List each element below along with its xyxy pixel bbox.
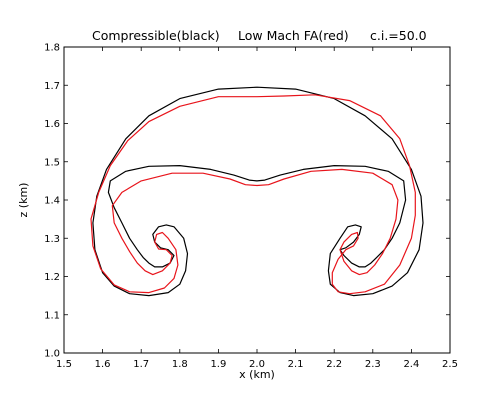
title-low-mach: Low Mach FA(red) bbox=[238, 28, 349, 43]
x-tick-label: 2.1 bbox=[288, 359, 304, 370]
series-line-low-mach-fa bbox=[90, 94, 416, 295]
y-tick-label: 1.4 bbox=[44, 196, 60, 207]
x-tick-label: 1.8 bbox=[172, 359, 188, 370]
y-tick-label: 1.5 bbox=[44, 157, 60, 168]
x-axis-label: x (km) bbox=[239, 368, 275, 381]
y-tick-label: 1.1 bbox=[44, 310, 60, 321]
title-contour-interval: c.i.=50.0 bbox=[370, 28, 427, 43]
y-tick-label: 1.3 bbox=[44, 234, 60, 245]
y-tick-label: 1.2 bbox=[44, 272, 60, 283]
chart-title: Compressible(black) Low Mach FA(red) c.i… bbox=[92, 28, 427, 43]
x-tick-label: 2.0 bbox=[249, 359, 265, 370]
x-tick-label: 2.2 bbox=[326, 359, 342, 370]
y-tick-label: 1.0 bbox=[44, 349, 60, 360]
y-tick-label: 1.8 bbox=[44, 43, 60, 54]
y-ticks: 1.0 1.1 1.2 1.3 1.4 1.5 1.6 1.7 1.8 bbox=[44, 43, 450, 360]
x-tick-label: 2.3 bbox=[365, 359, 381, 370]
y-tick-label: 1.6 bbox=[44, 119, 60, 130]
y-tick-label: 1.7 bbox=[44, 81, 60, 92]
plot-lines bbox=[90, 86, 424, 297]
x-tick-label: 1.9 bbox=[210, 359, 226, 370]
x-tick-label: 1.7 bbox=[133, 359, 149, 370]
plot-frame bbox=[63, 46, 451, 354]
x-tick-label: 1.5 bbox=[56, 359, 72, 370]
x-tick-label: 2.4 bbox=[403, 359, 419, 370]
x-tick-label: 2.5 bbox=[442, 359, 458, 370]
x-tick-label: 1.6 bbox=[95, 359, 111, 370]
y-axis-label: z (km) bbox=[17, 183, 30, 218]
x-ticks: 1.5 1.6 1.7 1.8 1.9 2.0 2.1 2.2 2.3 2.4 2.5 bbox=[56, 47, 458, 370]
series-line-compressible bbox=[92, 86, 424, 297]
title-compressible: Compressible(black) bbox=[92, 28, 220, 43]
